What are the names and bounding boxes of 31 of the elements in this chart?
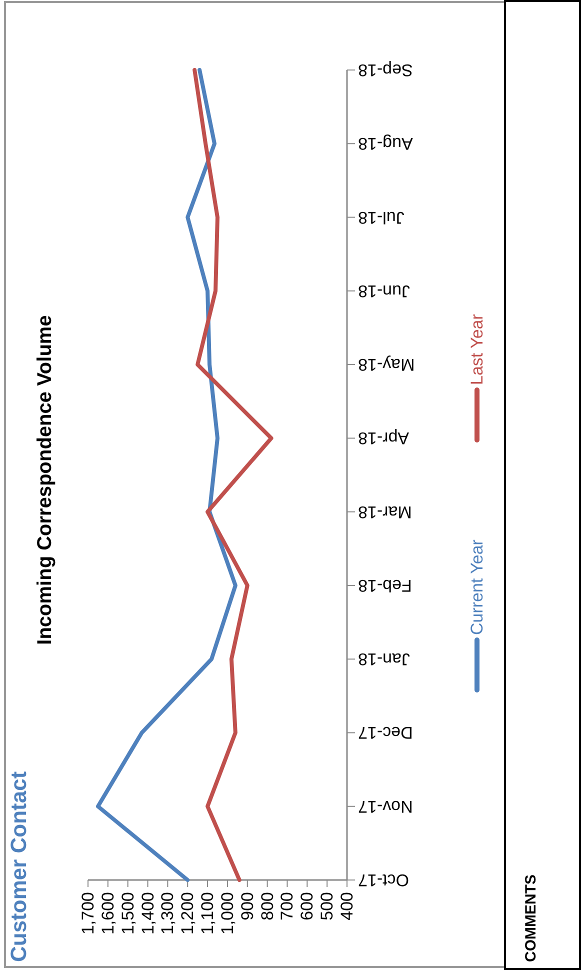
text: Customer Contact (6, 770, 31, 962)
x-tick-label: 1,300 (158, 892, 178, 935)
text: Last Year (468, 314, 486, 385)
y-tick-label: Feb-18 (358, 576, 412, 595)
x-tick-label: 1,500 (118, 892, 138, 935)
x-tick-label: 1,200 (178, 892, 198, 935)
text: Incoming Correspondence Volume (34, 315, 56, 645)
x-tick-label: 1,400 (138, 892, 158, 935)
x-tick-label: 700 (278, 892, 297, 920)
y-tick-label: Mar-18 (358, 502, 412, 522)
text: Current Year (468, 539, 486, 635)
y-tick-label: Jul-18 (358, 208, 404, 227)
y-tick-label: Jan-18 (358, 650, 410, 669)
x-tick-label: 900 (238, 892, 257, 920)
x-tick-label: 500 (318, 892, 337, 920)
y-tick-label: Sep-18 (358, 60, 413, 80)
x-tick-label: 400 (338, 892, 356, 920)
y-tick-label: Nov-17 (358, 796, 413, 816)
x-tick-label: 600 (298, 892, 317, 920)
y-tick-label: Oct-17 (358, 870, 410, 890)
x-tick-label: 1,000 (218, 892, 237, 935)
y-tick-label: Apr-18 (358, 428, 410, 448)
y-tick-label: Jun-18 (358, 281, 410, 300)
y-tick-label: Dec-17 (358, 723, 413, 742)
y-tick-label: Aug-18 (358, 134, 413, 154)
x-tick-label: 1,100 (198, 892, 218, 935)
y-tick-label: May-18 (358, 355, 415, 374)
x-tick-label: 800 (258, 892, 277, 920)
text: COMMENTS (522, 874, 540, 962)
x-tick-label: 1,600 (98, 892, 118, 935)
x-tick-label: 1,700 (78, 892, 98, 935)
